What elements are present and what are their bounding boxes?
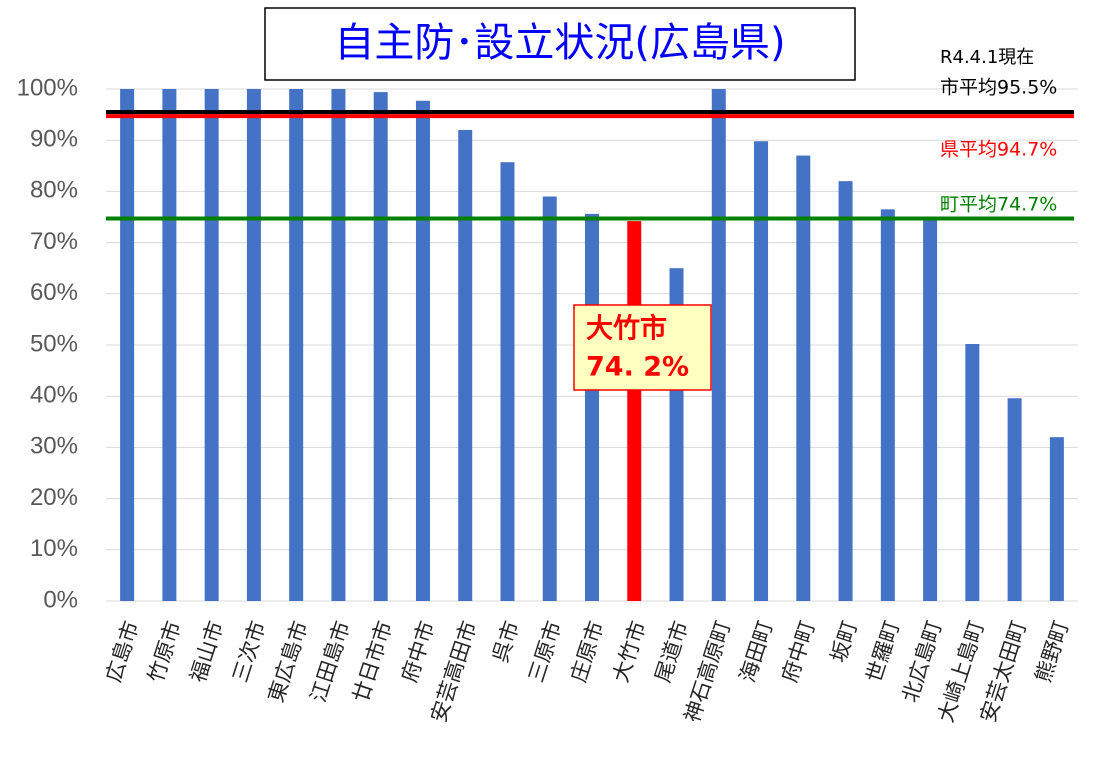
- x-tick-label: 尾道市: [651, 618, 693, 685]
- x-tick-label: 廿日市市: [348, 618, 397, 705]
- bar: [542, 196, 557, 601]
- x-tick-label: 江田島市: [306, 618, 355, 705]
- x-tick-label: 府中町: [777, 618, 819, 685]
- x-tick-label: 庄原市: [566, 618, 608, 685]
- x-tick-label: 東広島市: [264, 618, 313, 705]
- date-note: R4.4.1現在: [940, 47, 1034, 68]
- callout-text: 大竹市: [586, 313, 667, 345]
- bar: [289, 89, 304, 601]
- x-tick-label: 府中市: [397, 618, 439, 685]
- y-tick-label: 20%: [30, 484, 78, 511]
- x-tick-label: 竹原市: [144, 618, 186, 685]
- y-tick-label: 0%: [43, 586, 78, 613]
- y-tick-label: 10%: [30, 535, 78, 562]
- x-tick-label: 三原市: [524, 618, 566, 685]
- title-box: [264, 7, 856, 81]
- x-tick-label: 海田町: [735, 618, 777, 685]
- bar: [585, 213, 599, 602]
- bar: [880, 209, 895, 601]
- bar: [204, 89, 219, 601]
- bar: [711, 89, 726, 601]
- y-tick-label: 100%: [17, 74, 78, 101]
- x-tick-label: 大竹市: [608, 618, 650, 685]
- x-tick-label: 北広島町: [898, 618, 947, 705]
- y-tick-label: 30%: [30, 433, 78, 460]
- bar: [838, 181, 853, 601]
- callout-box: [573, 304, 712, 391]
- y-tick-label: 40%: [30, 382, 78, 409]
- y-tick-label: 90%: [30, 126, 78, 153]
- x-tick-label: 福山市: [186, 618, 228, 685]
- bar: [500, 162, 515, 601]
- bar: [627, 221, 642, 601]
- bar: [373, 92, 388, 602]
- x-tick-label: 広島市: [101, 618, 143, 685]
- bar: [965, 343, 980, 601]
- reference-label: 県平均94.7%: [940, 139, 1057, 161]
- x-tick-label: 三次市: [228, 618, 270, 685]
- bar: [415, 100, 430, 601]
- bar: [1007, 398, 1022, 601]
- bar: [458, 129, 473, 601]
- bar: [162, 89, 177, 601]
- x-tick-label: 呉市: [488, 618, 524, 665]
- reference-label: 市平均95.5%: [940, 77, 1057, 99]
- y-tick-label: 60%: [30, 279, 78, 306]
- bar: [331, 89, 346, 601]
- y-tick-label: 70%: [30, 228, 78, 255]
- chart-title: 自主防･設立状況(広島県): [334, 20, 785, 66]
- bar: [754, 141, 769, 601]
- bar: [923, 218, 938, 602]
- x-tick-label: 熊野町: [1031, 618, 1073, 685]
- y-tick-label: 80%: [30, 177, 78, 204]
- bar: [796, 155, 811, 601]
- bar: [246, 89, 261, 601]
- y-tick-label: 50%: [30, 330, 78, 357]
- x-tick-label: 世羅町: [862, 618, 904, 685]
- x-tick-label: 坂町: [826, 618, 862, 665]
- bar: [120, 89, 135, 601]
- callout-text: 74. 2%: [586, 352, 689, 383]
- reference-label: 町平均74.7%: [940, 194, 1057, 216]
- bar: [1049, 437, 1064, 601]
